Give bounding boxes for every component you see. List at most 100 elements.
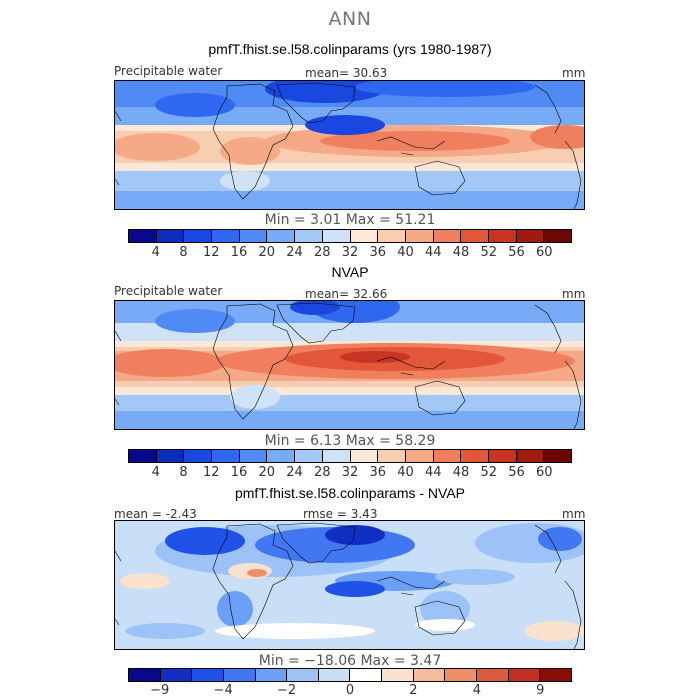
panel-1-map-plot xyxy=(115,81,584,209)
colorbar-tick-label: 52 xyxy=(480,245,498,260)
colorbar-tick-label: 56 xyxy=(508,245,525,260)
colorbar-tick-label: 4 xyxy=(151,465,160,480)
colorbar-swatch xyxy=(255,669,288,681)
colorbar-swatch xyxy=(540,669,571,681)
panel-1-mean-label: mean= 30.63 xyxy=(305,66,388,80)
panel-2-title: NVAP xyxy=(331,264,369,280)
panel-2-minmax: Min = 6.13 Max = 58.29 xyxy=(264,433,436,449)
colorbar-tick-label: 0 xyxy=(345,683,355,698)
colorbar-tick-label: 44 xyxy=(424,465,442,480)
colorbar-swatch xyxy=(129,230,157,242)
colorbar-1 xyxy=(128,229,572,243)
colorbar-swatch xyxy=(287,669,319,681)
panel-1-minmax: Min = 3.01 Max = 51.21 xyxy=(264,212,436,228)
panel-1-title: pmfT.fhist.se.l58.colinparams (yrs 1980-… xyxy=(208,41,492,57)
colorbar-tick-label: 60 xyxy=(535,245,553,260)
colorbar-swatch xyxy=(184,230,213,242)
colorbar-swatch xyxy=(350,230,379,242)
colorbar-tick-label: 28 xyxy=(313,245,331,260)
colorbar-swatch xyxy=(160,669,193,681)
colorbar-tick-label: 40 xyxy=(397,245,414,260)
colorbar-tick-label: 28 xyxy=(313,465,331,480)
panel-1-map xyxy=(114,80,585,210)
panel-3-map xyxy=(114,520,585,650)
colorbar-2 xyxy=(128,449,572,463)
colorbar-tick-label: 8 xyxy=(179,465,188,480)
colorbar-tick-label: 52 xyxy=(480,465,498,480)
colorbar-swatch xyxy=(413,669,446,681)
colorbar-swatch xyxy=(322,450,351,462)
colorbar-swatch xyxy=(129,669,161,681)
colorbar-swatch xyxy=(516,230,545,242)
colorbar-swatch xyxy=(433,230,462,242)
colorbar-tick-label: 56 xyxy=(508,465,525,480)
colorbar-tick-label: 20 xyxy=(258,245,276,260)
colorbar-tick-label: 40 xyxy=(397,465,414,480)
colorbar-tick-label: −2 xyxy=(276,683,297,698)
colorbar-swatch xyxy=(350,450,379,462)
colorbar-tick-label: 48 xyxy=(452,465,470,480)
colorbar-swatch xyxy=(405,450,434,462)
colorbar-swatch xyxy=(239,450,268,462)
colorbar-swatch xyxy=(461,450,489,462)
colorbar-swatch xyxy=(350,669,383,681)
panel-2-variable-label: Precipitable water xyxy=(114,284,223,298)
panel-2-map xyxy=(114,300,585,430)
colorbar-swatch xyxy=(461,230,489,242)
colorbar-tick-label: 32 xyxy=(341,245,359,260)
panel-2-units-label: mm xyxy=(562,287,586,301)
colorbar-swatch xyxy=(382,669,414,681)
panel-3-minmax: Min = −18.06 Max = 3.47 xyxy=(258,653,442,669)
colorbar-tick-label: 36 xyxy=(369,245,387,260)
colorbar-tick-label: 16 xyxy=(230,245,248,260)
colorbar-tick-label: −9 xyxy=(150,683,170,698)
colorbar-swatch xyxy=(544,230,571,242)
panel-3-mean-label: mean = -2.43 xyxy=(114,507,197,521)
colorbar-tick-label: 12 xyxy=(202,245,220,260)
colorbar-swatch xyxy=(508,669,541,681)
colorbar-swatch xyxy=(295,450,323,462)
panel-3-rmse-label: rmse = 3.43 xyxy=(303,507,378,521)
colorbar-tick-label: 8 xyxy=(179,245,188,260)
colorbar-swatch xyxy=(295,230,323,242)
colorbar-tick-label: 60 xyxy=(535,465,553,480)
colorbar-swatch xyxy=(184,450,213,462)
panel-1-variable-label: Precipitable water xyxy=(114,64,223,78)
colorbar-swatch xyxy=(156,230,185,242)
colorbar-swatch xyxy=(156,450,185,462)
panel-1-units-label: mm xyxy=(562,66,586,80)
colorbar-swatch xyxy=(488,450,517,462)
colorbar-tick-label: 20 xyxy=(258,465,276,480)
colorbar-swatch xyxy=(322,230,351,242)
colorbar-tick-label: 2 xyxy=(409,683,418,698)
colorbar-tick-label: 4 xyxy=(472,683,481,698)
panel-3-map-plot xyxy=(115,521,584,649)
colorbar-tick-label: 9 xyxy=(536,683,545,698)
colorbar-swatch xyxy=(516,450,545,462)
colorbar-tick-label: 12 xyxy=(202,465,220,480)
colorbar-tick-label: 44 xyxy=(424,245,442,260)
colorbar-tick-label: −4 xyxy=(213,683,233,698)
colorbar-3 xyxy=(128,668,572,682)
colorbar-swatch xyxy=(267,230,296,242)
colorbar-swatch xyxy=(212,450,240,462)
colorbar-swatch xyxy=(488,230,517,242)
panel-2-mean-label: mean= 32.66 xyxy=(305,287,388,301)
colorbar-swatch xyxy=(192,669,224,681)
colorbar-swatch xyxy=(267,450,296,462)
colorbar-tick-label: 36 xyxy=(369,465,387,480)
colorbar-swatch xyxy=(212,230,240,242)
colorbar-swatch xyxy=(239,230,268,242)
colorbar-tick-label: 24 xyxy=(286,465,303,480)
colorbar-swatch xyxy=(477,669,509,681)
colorbar-swatch xyxy=(405,230,434,242)
colorbar-swatch xyxy=(378,450,406,462)
figure-title: ANN xyxy=(328,8,372,30)
panel-3-title: pmfT.fhist.se.l58.colinparams - NVAP xyxy=(234,485,466,501)
colorbar-tick-label: 32 xyxy=(341,465,359,480)
colorbar-tick-label: 4 xyxy=(151,245,160,260)
colorbar-swatch xyxy=(445,669,478,681)
colorbar-swatch xyxy=(129,450,157,462)
colorbar-tick-label: 16 xyxy=(230,465,248,480)
panel-3-units-label: mm xyxy=(562,507,586,521)
